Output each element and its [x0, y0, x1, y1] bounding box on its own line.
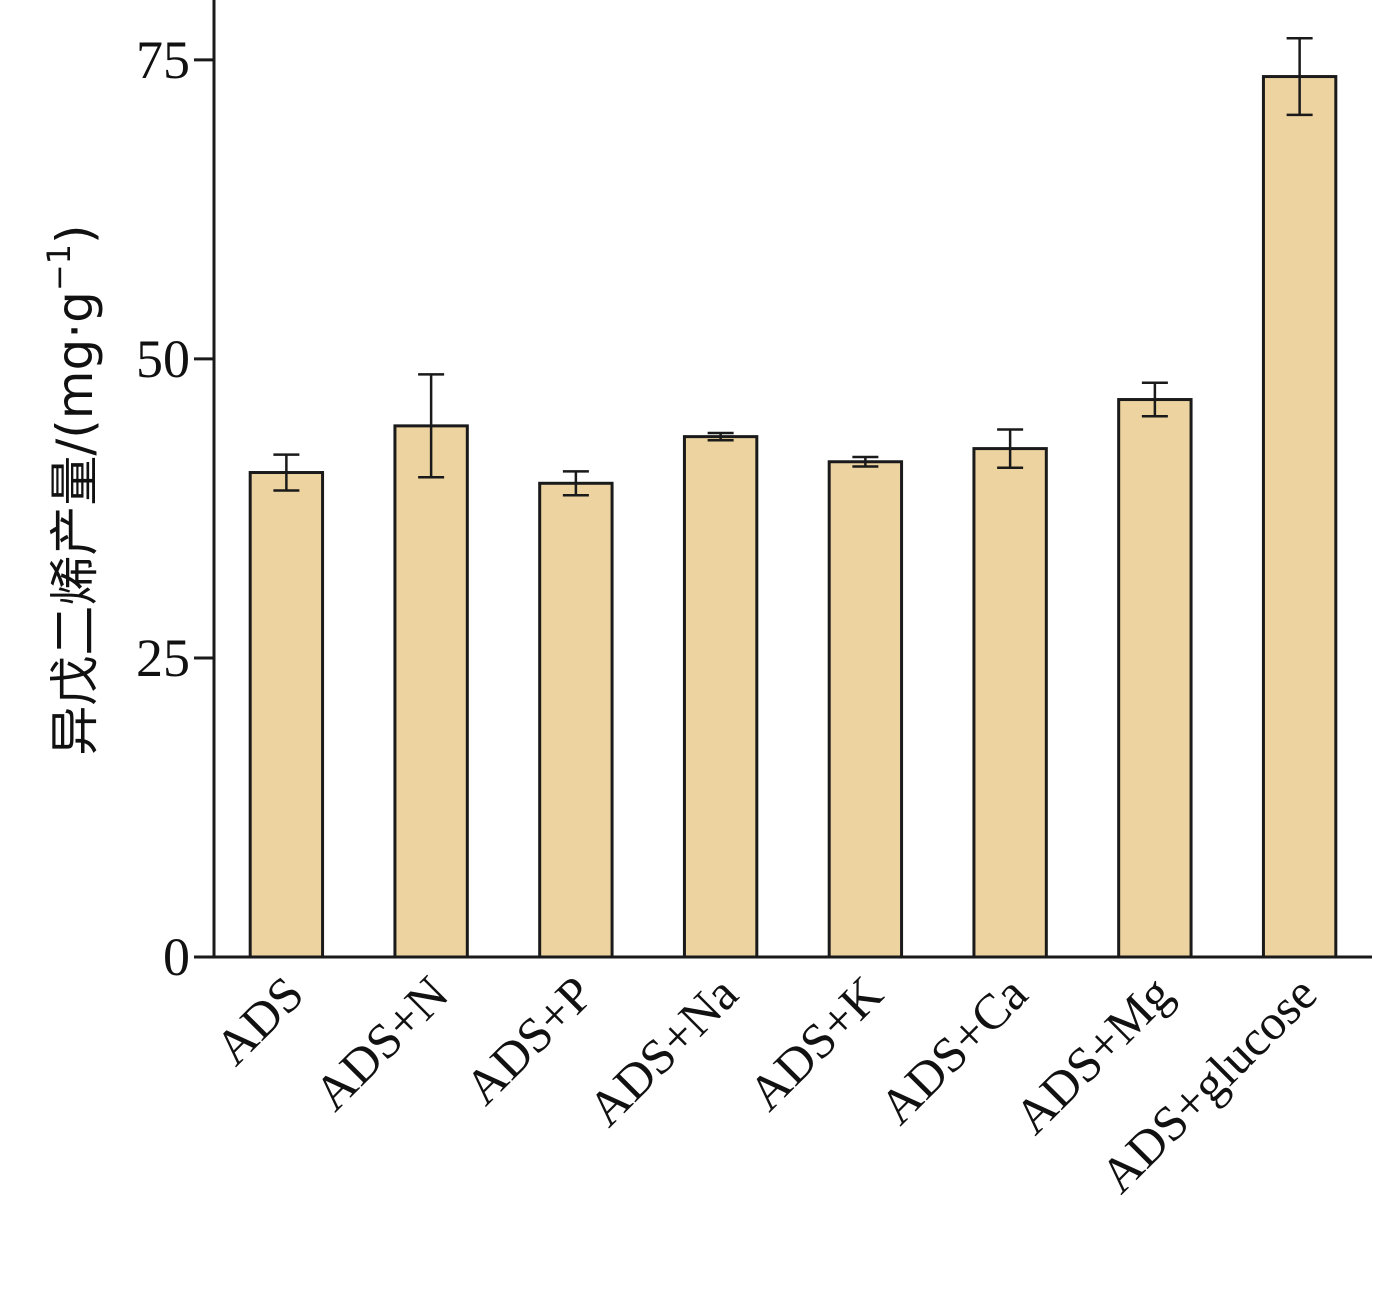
bars-group — [248, 75, 1338, 959]
error-bar — [707, 431, 734, 442]
error-bars-group — [273, 37, 1313, 497]
bar-ads-plus-k — [827, 460, 904, 959]
y-tick-label: 0 — [163, 927, 190, 987]
error-bar — [1141, 381, 1168, 418]
x-labels-group: ADSADS+NADS+PADS+NaADS+KADS+CaADS+MgADS+… — [204, 965, 1328, 1203]
error-bar — [852, 455, 879, 468]
y-axis-title-close: ) — [46, 224, 104, 244]
error-bar — [1286, 37, 1313, 117]
y-axis-title-superscript: −1 — [40, 244, 78, 291]
y-tick-label: 50 — [136, 329, 190, 389]
bar-ads-plus-mg — [1117, 398, 1193, 959]
bar-ads — [248, 471, 325, 959]
error-bar — [273, 453, 300, 492]
bar-ads-plus-glucose — [1261, 75, 1338, 959]
bar-ads-plus-p — [538, 481, 614, 959]
error-bar — [418, 373, 445, 479]
bar-ads-plus-ca — [972, 447, 1048, 959]
x-tick-label: ADS+Na — [577, 965, 748, 1136]
y-axis-title-text: 异戊二烯产量/(mg·g — [46, 291, 104, 755]
y-axis-title: 异戊二烯产量/(mg·g−1) — [40, 224, 104, 755]
x-tick-label: ADS — [204, 965, 314, 1075]
y-ticks-group: 0 25 50 75 — [136, 30, 214, 987]
x-tick-label: ADS+N — [303, 965, 459, 1121]
error-bar — [562, 470, 589, 497]
bar-ads-plus-na — [682, 435, 759, 959]
bar-ads-plus-n — [393, 424, 469, 959]
y-tick-label: 75 — [136, 30, 190, 90]
error-bar — [997, 428, 1024, 469]
y-tick-label: 25 — [136, 628, 190, 688]
